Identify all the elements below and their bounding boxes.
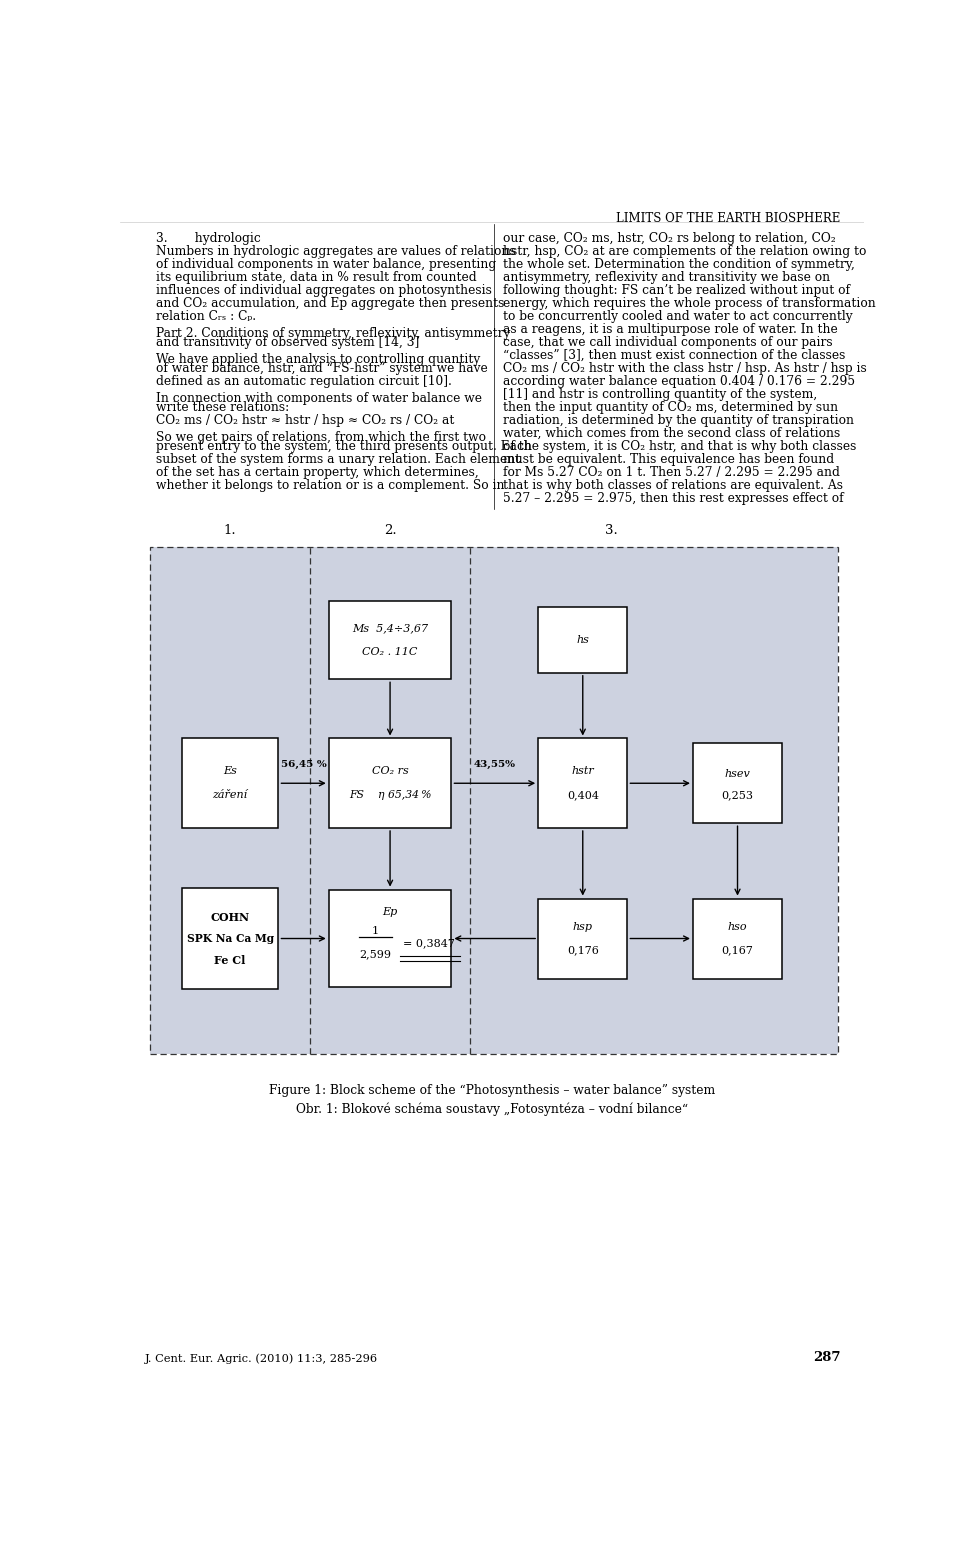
Text: CO₂ ms / CO₂ hstr with the class hstr / hsp. As hstr / hsp is: CO₂ ms / CO₂ hstr with the class hstr / … — [503, 361, 867, 375]
Text: Es: Es — [223, 766, 237, 777]
Bar — [539, 738, 628, 828]
Text: our case, CO₂ ms, hstr, CO₂ rs belong to relation, CO₂: our case, CO₂ ms, hstr, CO₂ rs belong to… — [503, 231, 836, 245]
Text: Numbers in hydrologic aggregates are values of relations: Numbers in hydrologic aggregates are val… — [156, 245, 516, 257]
Bar — [539, 898, 628, 979]
Text: hs: hs — [576, 634, 589, 645]
Text: So we get pairs of relations, from which the first two: So we get pairs of relations, from which… — [156, 431, 486, 444]
Text: CO₂ . 11C: CO₂ . 11C — [362, 647, 418, 658]
Text: antisymmetry, reflexivity and transitivity we base on: antisymmetry, reflexivity and transitivi… — [503, 270, 830, 284]
Text: relation Cᵣₛ : Cₚ.: relation Cᵣₛ : Cₚ. — [156, 310, 255, 323]
Text: 3.: 3. — [605, 524, 617, 537]
Text: the whole set. Determination the condition of symmetry,: the whole set. Determination the conditi… — [503, 257, 855, 270]
Bar — [150, 548, 838, 1055]
Text: must be equivalent. This equivalence has been found: must be equivalent. This equivalence has… — [503, 453, 834, 465]
Text: 0,253: 0,253 — [722, 789, 754, 800]
Text: hsev: hsev — [725, 769, 751, 779]
Text: LIMITS OF THE EARTH BIOSPHERE: LIMITS OF THE EARTH BIOSPHERE — [615, 212, 840, 225]
Text: 0,167: 0,167 — [722, 946, 754, 955]
Text: 2.: 2. — [384, 524, 396, 537]
Text: Fe Cl: Fe Cl — [214, 954, 246, 966]
Text: hstr: hstr — [571, 766, 594, 777]
Text: Figure 1: Block scheme of the “Photosynthesis – water balance” system: Figure 1: Block scheme of the “Photosynt… — [269, 1084, 715, 1097]
Bar — [150, 548, 838, 1055]
Bar — [181, 738, 278, 828]
Text: SPK Na Ca Mg: SPK Na Ca Mg — [186, 934, 274, 945]
Text: for Ms 5.27 CO₂ on 1 t. Then 5.27 / 2.295 = 2.295 and: for Ms 5.27 CO₂ on 1 t. Then 5.27 / 2.29… — [503, 465, 840, 479]
Text: hsp: hsp — [573, 921, 592, 932]
Text: following thought: FS can’t be realized without input of: following thought: FS can’t be realized … — [503, 284, 851, 296]
Text: “classes” [3], then must exist connection of the classes: “classes” [3], then must exist connectio… — [503, 349, 846, 361]
Text: subset of the system forms a unary relation. Each element: subset of the system forms a unary relat… — [156, 453, 520, 465]
Text: In connection with components of water balance we: In connection with components of water b… — [156, 391, 482, 405]
Text: case, that we call individual components of our pairs: case, that we call individual components… — [503, 335, 832, 349]
Text: [11] and hstr is controlling quantity of the system,: [11] and hstr is controlling quantity of… — [503, 388, 817, 400]
Text: defined as an automatic regulation circuit [10].: defined as an automatic regulation circu… — [156, 375, 451, 388]
Text: 287: 287 — [813, 1351, 840, 1363]
Text: Ms  5,4÷3,67: Ms 5,4÷3,67 — [352, 624, 428, 633]
Text: Ep: Ep — [382, 907, 397, 917]
Text: as a reagens, it is a multipurpose role of water. In the: as a reagens, it is a multipurpose role … — [503, 323, 838, 335]
Bar — [693, 743, 782, 824]
Bar — [539, 606, 628, 673]
Bar — [328, 890, 451, 988]
Text: to be concurrently cooled and water to act concurrently: to be concurrently cooled and water to a… — [503, 310, 852, 323]
Text: whether it belongs to relation or is a complement. So in: whether it belongs to relation or is a c… — [156, 479, 504, 492]
Text: write these relations:: write these relations: — [156, 400, 289, 414]
Text: energy, which requires the whole process of transformation: energy, which requires the whole process… — [503, 296, 876, 310]
Text: 56,45 %: 56,45 % — [280, 760, 326, 769]
Bar — [328, 738, 451, 828]
Text: CO₂ ms / CO₂ hstr ≈ hstr / hsp ≈ CO₂ rs / CO₂ at: CO₂ ms / CO₂ hstr ≈ hstr / hsp ≈ CO₂ rs … — [156, 414, 454, 427]
Text: COHN: COHN — [210, 912, 250, 923]
Text: and CO₂ accumulation, and Ep aggregate then presents: and CO₂ accumulation, and Ep aggregate t… — [156, 296, 504, 310]
Text: hstr, hsp, CO₂ at are complements of the relation owing to: hstr, hsp, CO₂ at are complements of the… — [503, 245, 867, 257]
Text: FS    η 65,34 %: FS η 65,34 % — [348, 789, 431, 800]
Text: 0,176: 0,176 — [566, 946, 599, 955]
Text: = 0,3847: = 0,3847 — [403, 938, 455, 948]
Bar — [181, 887, 278, 990]
Text: that is why both classes of relations are equivalent. As: that is why both classes of relations ar… — [503, 479, 843, 492]
Text: 0,404: 0,404 — [566, 789, 599, 800]
Text: 5.27 – 2.295 = 2.975, then this rest expresses effect of: 5.27 – 2.295 = 2.975, then this rest exp… — [503, 492, 844, 506]
Text: hso: hso — [728, 921, 747, 932]
Text: 1: 1 — [372, 926, 379, 937]
Text: then the input quantity of CO₂ ms, determined by sun: then the input quantity of CO₂ ms, deter… — [503, 400, 838, 414]
Text: J. Cent. Eur. Agric. (2010) 11:3, 285-296: J. Cent. Eur. Agric. (2010) 11:3, 285-29… — [145, 1352, 377, 1363]
Text: of the system, it is CO₂ hstr, and that is why both classes: of the system, it is CO₂ hstr, and that … — [503, 440, 856, 453]
Bar — [693, 898, 782, 979]
Text: of water balance, hstr, and “FS-hstr” system we have: of water balance, hstr, and “FS-hstr” sy… — [156, 361, 488, 375]
Text: záření: záření — [212, 789, 248, 800]
Text: 1.: 1. — [224, 524, 236, 537]
Text: of individual components in water balance, presenting: of individual components in water balanc… — [156, 257, 496, 270]
Bar — [328, 600, 451, 679]
Text: of the set has a certain property, which determines,: of the set has a certain property, which… — [156, 465, 478, 479]
Text: 43,55%: 43,55% — [474, 760, 516, 769]
Text: present entry to the system, the third presents output. Each: present entry to the system, the third p… — [156, 440, 532, 453]
Text: according water balance equation 0.404 / 0.176 = 2.295: according water balance equation 0.404 /… — [503, 375, 855, 388]
Text: We have applied the analysis to controlling quantity: We have applied the analysis to controll… — [156, 352, 480, 366]
Text: influences of individual aggregates on photosynthesis: influences of individual aggregates on p… — [156, 284, 492, 296]
Text: water, which comes from the second class of relations: water, which comes from the second class… — [503, 427, 840, 440]
Text: 2,599: 2,599 — [359, 949, 391, 959]
Text: radiation, is determined by the quantity of transpiration: radiation, is determined by the quantity… — [503, 414, 854, 427]
Text: Part 2. Conditions of symmetry, reflexivity, antisymmetry: Part 2. Conditions of symmetry, reflexiv… — [156, 327, 510, 340]
Text: CO₂ rs: CO₂ rs — [372, 766, 408, 777]
Text: and transitivity of observed system [14, 3]: and transitivity of observed system [14,… — [156, 335, 419, 349]
Text: 3.       hydrologic: 3. hydrologic — [156, 231, 260, 245]
Text: Obr. 1: Blokové schéma soustavy „Fotosyntéza – vodní bilance“: Obr. 1: Blokové schéma soustavy „Fotosyn… — [296, 1103, 688, 1115]
Text: its equilibrium state, data in % result from counted: its equilibrium state, data in % result … — [156, 270, 476, 284]
